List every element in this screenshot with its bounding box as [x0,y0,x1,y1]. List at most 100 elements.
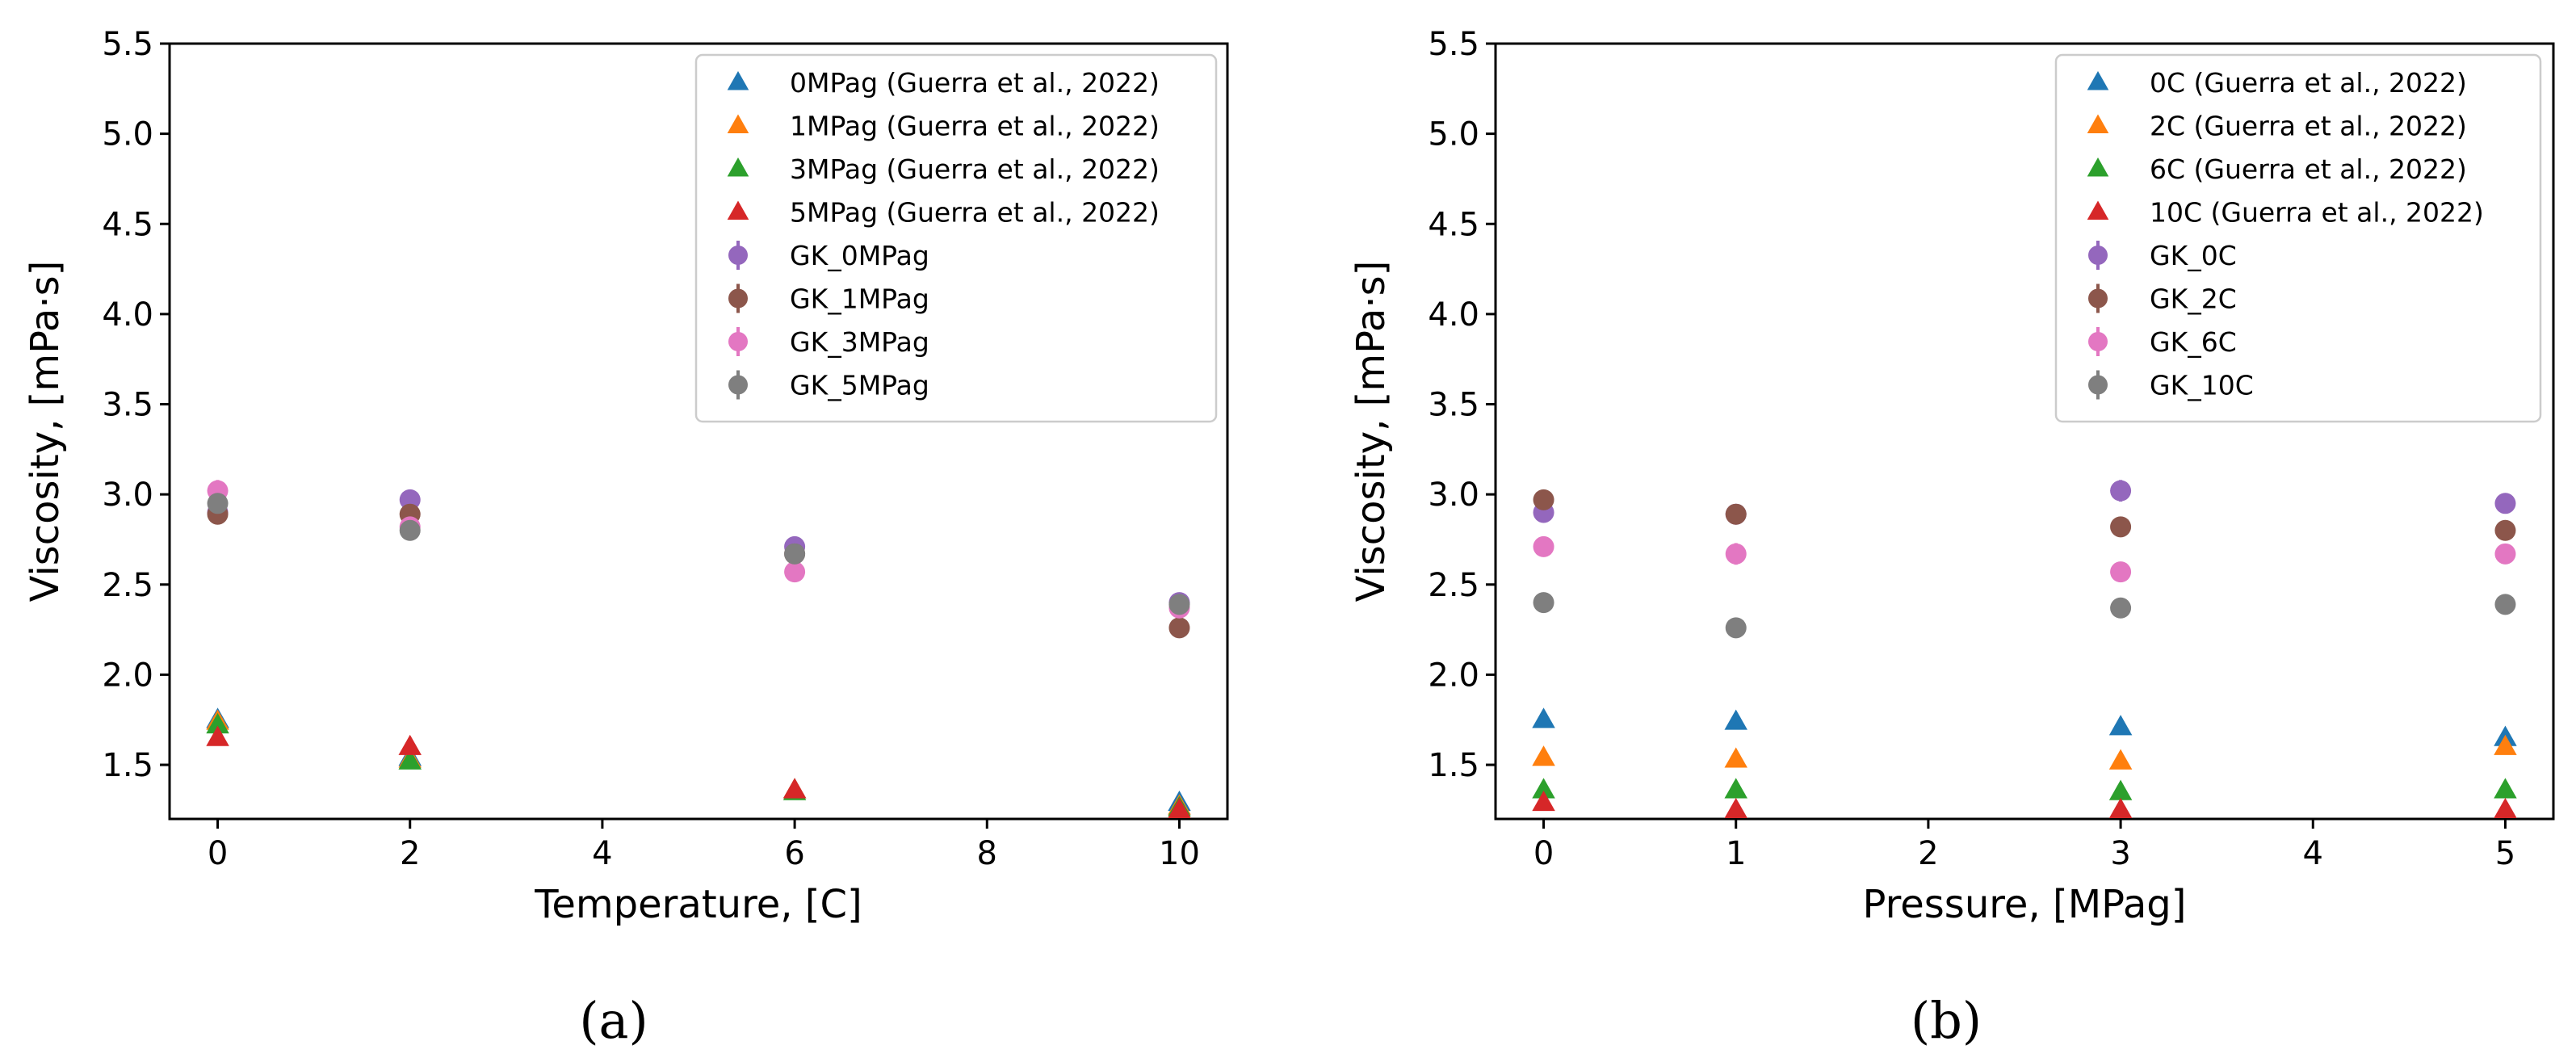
point-gk-10c [1533,592,1554,614]
legend-label-gk-0mpag: GK_0MPag [790,240,929,271]
y-tick-label: 2.5 [102,567,153,604]
legend-marker-gk-1mpag [728,288,748,309]
panel-label-a: (a) [579,991,648,1050]
y-tick-label: 4.0 [1428,296,1479,334]
point-0c-guerra-et-al-2022 [1724,709,1747,730]
point-6c-guerra-et-al-2022 [2108,779,2133,800]
point-3mpag-guerra-et-al-2022 [206,712,229,734]
point-6c-guerra-et-al-2022 [1724,778,1747,799]
point-gk-5mpag [207,493,229,514]
x-tick-label: 6 [784,835,804,872]
legend-label-gk-3mpag: GK_3MPag [790,326,929,358]
y-tick-label: 3.5 [102,387,153,424]
point-2c-guerra-et-al-2022 [2108,749,2133,770]
y-tick-label: 5.5 [1428,26,1479,63]
legend-marker-gk-0c [2088,246,2108,265]
x-tick-label: 0 [1533,835,1554,872]
legend-marker-3mpag-guerra-et-al-2022 [727,157,749,177]
legend-box-a [694,53,1218,423]
y-tick-label: 5.0 [1428,116,1479,153]
legend-label-2c-guerra-et-al-2022: 2C (Guerra et al., 2022) [2150,111,2467,142]
y-tick-label: 5.5 [102,26,153,63]
point-gk-2c [2494,519,2516,541]
legend-label-gk-10c: GK_10C [2150,370,2254,401]
point-gk-6c [1725,543,1747,565]
y-tick-label: 4.5 [1428,206,1479,243]
legend-marker-2c-guerra-et-al-2022 [2087,114,2109,134]
panel-b: 0 1 2 3 4 5 1.5 2.0 2.5 3.0 3.5 4.0 4.5 5.0 5.5 Pressu… [1349,26,2555,1050]
legend-label-6c-guerra-et-al-2022: 6C (Guerra et al., 2022) [2150,153,2467,185]
point-gk-2c [1533,489,1554,510]
y-tick-label: 2.0 [1428,657,1479,694]
plot-frame-b [1494,42,2555,821]
x-tick-label: 10 [1159,835,1200,872]
legend-marker-gk-10c [2088,375,2108,395]
point-gk-10c [2110,597,2132,619]
x-tick-label: 2 [1918,835,1938,872]
legend-b: 0C (Guerra et al., 2022) 2C (Guerra et al… [2054,53,2542,423]
legend-label-gk-1mpag: GK_1MPag [790,283,929,315]
point-gk-2c [2110,516,2132,538]
legend-marker-gk-3mpag [728,332,748,351]
y-tick-label: 2.0 [102,657,153,694]
point-2c-guerra-et-al-2022 [1724,747,1747,768]
legend-marker-gk-0mpag [728,246,748,265]
x-tick-label: 2 [400,835,420,872]
point-gk-0c [2110,480,2132,502]
x-tick-label: 8 [977,835,997,872]
panel-label-b: (b) [1911,991,1982,1050]
point-gk-6c [1533,535,1554,557]
x-tick-label: 4 [592,835,612,872]
y-tick-label: 3.5 [1428,387,1479,424]
x-tick-label: 1 [1726,835,1746,872]
point-2c-guerra-et-al-2022 [1532,745,1555,766]
legend-label-3mpag-guerra-et-al-2022: 3MPag (Guerra et al., 2022) [790,153,1160,185]
point-5mpag-guerra-et-al-2022 [206,725,229,746]
legend-marker-0c-guerra-et-al-2022 [2087,71,2109,90]
point-gk-2c [1725,503,1747,525]
legend-marker-1mpag-guerra-et-al-2022 [727,114,749,134]
point-gk-6c [2110,561,2132,583]
legend-marker-5mpag-guerra-et-al-2022 [727,200,749,220]
legend-label-0mpag-guerra-et-al-2022: 0MPag (Guerra et al., 2022) [790,67,1160,99]
y-axis-label-a: Viscosity, [mPa·s] [23,261,68,602]
point-6c-guerra-et-al-2022 [2494,778,2517,799]
legend-label-gk-6c: GK_6C [2150,326,2237,358]
point-3mpag-guerra-et-al-2022 [398,749,422,770]
legend-box-b [2054,53,2542,423]
point-gk-10c [2494,594,2516,615]
legend-marker-6c-guerra-et-al-2022 [2087,157,2109,177]
legend-marker-gk-2c [2088,288,2108,309]
marks-group-b [1532,480,2517,819]
legend-marker-gk-5mpag [728,375,748,395]
point-10c-guerra-et-al-2022 [2108,797,2133,819]
x-tick-label: 4 [2303,835,2323,872]
x-tick-label: 0 [208,835,228,872]
y-tick-label: 2.5 [1428,567,1479,604]
y-axis-label-b: Viscosity, [mPa·s] [1349,261,1394,602]
plot-frame-a [168,42,1229,821]
legend-marker-10c-guerra-et-al-2022 [2087,200,2109,220]
y-tick-label: 3.0 [1428,477,1479,514]
legend-a: 0MPag (Guerra et al., 2022) 1MPag (Guerra… [694,53,1218,423]
panel-a: 0 2 4 6 8 10 1.5 2.0 2.5 3.0 3.5 4.0 4.5 5.0 5.5 Tempe… [23,26,1229,1050]
tick-group-b: 0 1 2 3 4 5 1.5 2.0 2.5 3.0 3.5 4.0 4.5 5.0 5.5 [1428,26,2515,872]
x-tick-label: 5 [2495,835,2515,872]
point-0c-guerra-et-al-2022 [2108,715,2133,736]
y-tick-label: 5.0 [102,116,153,153]
tick-group-a: 0 2 4 6 8 10 1.5 2.0 2.5 3.0 3.5 4.0 4.5 5.0 5.5 [102,26,1200,872]
legend-marker-0mpag-guerra-et-al-2022 [727,71,749,90]
legend-marker-gk-6c [2088,332,2108,351]
y-tick-label: 1.5 [1428,747,1479,784]
point-gk-0mpag [399,489,421,510]
point-gk-3mpag [784,561,806,583]
point-0c-guerra-et-al-2022 [1532,707,1555,728]
point-10c-guerra-et-al-2022 [1532,790,1555,812]
marks-group-a [206,480,1191,819]
legend-label-5mpag-guerra-et-al-2022: 5MPag (Guerra et al., 2022) [790,197,1160,229]
point-gk-5mpag [399,519,421,541]
x-tick-label: 3 [2110,835,2130,872]
point-gk-0c [2494,493,2516,514]
legend-label-0c-guerra-et-al-2022: 0C (Guerra et al., 2022) [2150,67,2467,99]
